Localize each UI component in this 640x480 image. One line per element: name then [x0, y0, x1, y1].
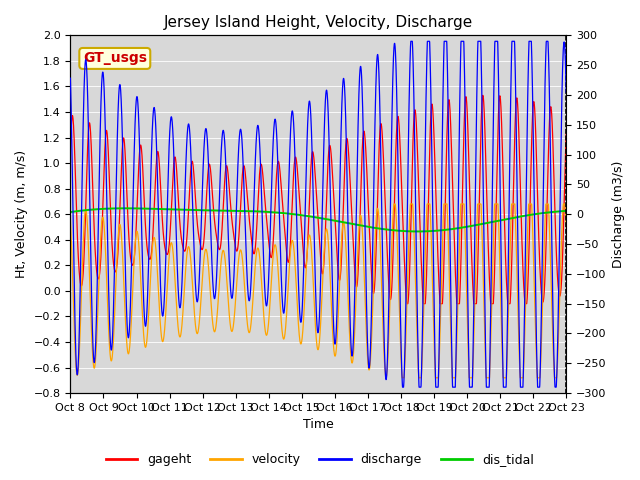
Legend: gageht, velocity, discharge, dis_tidal: gageht, velocity, discharge, dis_tidal — [101, 448, 539, 471]
Title: Jersey Island Height, Velocity, Discharge: Jersey Island Height, Velocity, Discharg… — [164, 15, 473, 30]
X-axis label: Time: Time — [303, 419, 333, 432]
Y-axis label: Ht, Velocity (m, m/s): Ht, Velocity (m, m/s) — [15, 150, 28, 278]
Y-axis label: Discharge (m3/s): Discharge (m3/s) — [612, 160, 625, 268]
Text: GT_usgs: GT_usgs — [83, 51, 147, 65]
